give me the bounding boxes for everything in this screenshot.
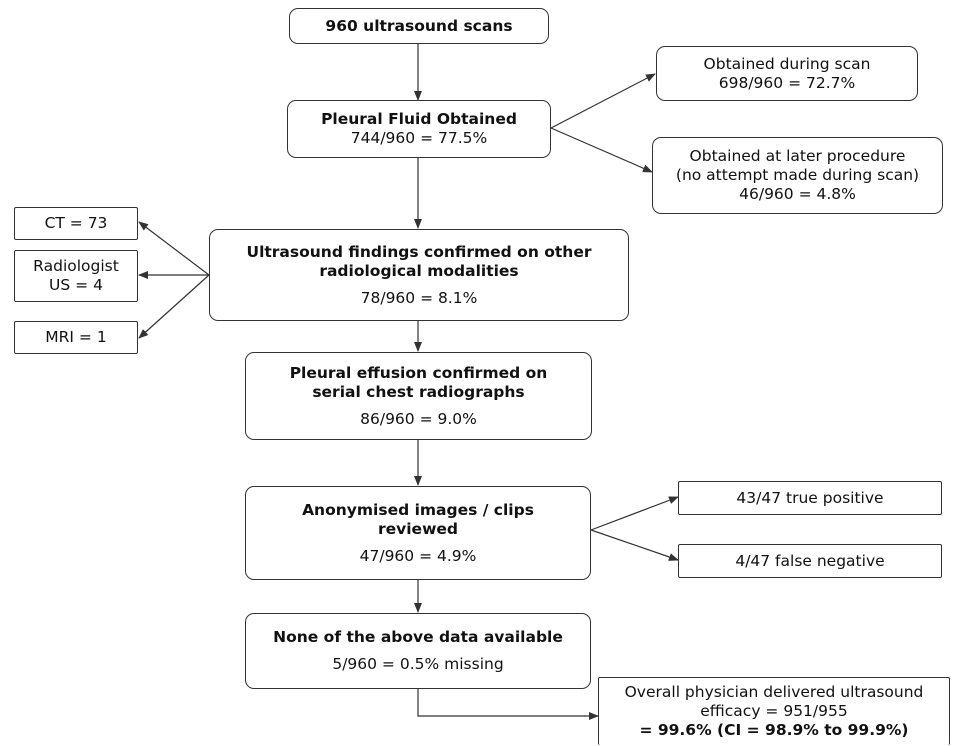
- false-negative-label: 4/47 false negative: [735, 551, 885, 570]
- ct-label: CT = 73: [44, 214, 108, 232]
- radiologist-label: Radiologist: [33, 257, 119, 275]
- obtained-during-label: Obtained during scan: [703, 54, 871, 73]
- arrow-anonymised-to-falsenegative: [590, 529, 679, 561]
- anonymised-box: Anonymised images / clips reviewed 47/96…: [245, 486, 591, 580]
- pleural-fluid-box: Pleural Fluid Obtained 744/960 = 77.5%: [287, 100, 551, 158]
- pleural-effusion-title-2: serial chest radiographs: [312, 382, 525, 401]
- arrow-none-to-overall: [417, 689, 599, 720]
- overall-efficacy-line-1: Overall physician delivered ultrasound: [624, 683, 924, 701]
- mri-label: MRI = 1: [45, 328, 107, 346]
- obtained-later-box: Obtained at later procedure (no attempt …: [652, 137, 943, 214]
- arrow-fluid-to-during: [550, 73, 656, 129]
- ultrasound-confirmed-value: 78/960 = 8.1%: [360, 288, 478, 307]
- ultrasound-confirmed-box: Ultrasound findings confirmed on other r…: [209, 229, 629, 321]
- pleural-effusion-value: 86/960 = 9.0%: [360, 409, 477, 428]
- scans-title: 960 ultrasound scans: [325, 16, 513, 35]
- overall-efficacy-result: = 99.6% (CI = 98.9% to 99.9%): [639, 721, 909, 739]
- true-positive-label: 43/47 true positive: [736, 488, 884, 507]
- none-available-title: None of the above data available: [273, 628, 563, 646]
- scans-box: 960 ultrasound scans: [289, 8, 549, 44]
- anonymised-title-2: reviewed: [377, 519, 458, 538]
- overall-efficacy-box: Overall physician delivered ultrasound e…: [598, 677, 950, 745]
- obtained-later-note: (no attempt made during scan): [675, 166, 920, 184]
- ultrasound-confirmed-title-2: radiological modalities: [319, 261, 519, 280]
- obtained-during-value: 698/960 = 72.7%: [718, 73, 856, 92]
- overall-efficacy-line-2: efficacy = 951/955: [700, 702, 848, 720]
- pleural-effusion-title-1: Pleural effusion confirmed on: [289, 363, 548, 382]
- pleural-fluid-value: 744/960 = 77.5%: [350, 129, 488, 147]
- false-negative-box: 4/47 false negative: [678, 544, 942, 578]
- pleural-fluid-title: Pleural Fluid Obtained: [321, 110, 517, 128]
- arrow-confirmed-to-mri: [138, 274, 210, 339]
- mri-box: MRI = 1: [14, 321, 138, 354]
- ct-box: CT = 73: [14, 207, 138, 240]
- anonymised-title-1: Anonymised images / clips: [302, 500, 534, 519]
- radiologist-value: US = 4: [49, 276, 103, 294]
- anonymised-value: 47/960 = 4.9%: [359, 546, 477, 565]
- arrow-confirmed-to-ct: [138, 221, 210, 276]
- arrow-anonymised-to-truepositive: [590, 496, 679, 531]
- none-available-value: 5/960 = 0.5% missing: [332, 655, 504, 673]
- true-positive-box: 43/47 true positive: [678, 481, 942, 515]
- ultrasound-confirmed-title-1: Ultrasound findings confirmed on other: [246, 242, 592, 261]
- obtained-during-box: Obtained during scan 698/960 = 72.7%: [656, 46, 918, 101]
- obtained-later-value: 46/960 = 4.8%: [739, 185, 856, 203]
- obtained-later-label: Obtained at later procedure: [689, 147, 906, 165]
- radiologist-box: Radiologist US = 4: [14, 250, 138, 302]
- none-available-box: None of the above data available 5/960 =…: [245, 613, 591, 689]
- arrow-fluid-to-later: [550, 127, 653, 173]
- pleural-effusion-box: Pleural effusion confirmed on serial che…: [245, 352, 592, 440]
